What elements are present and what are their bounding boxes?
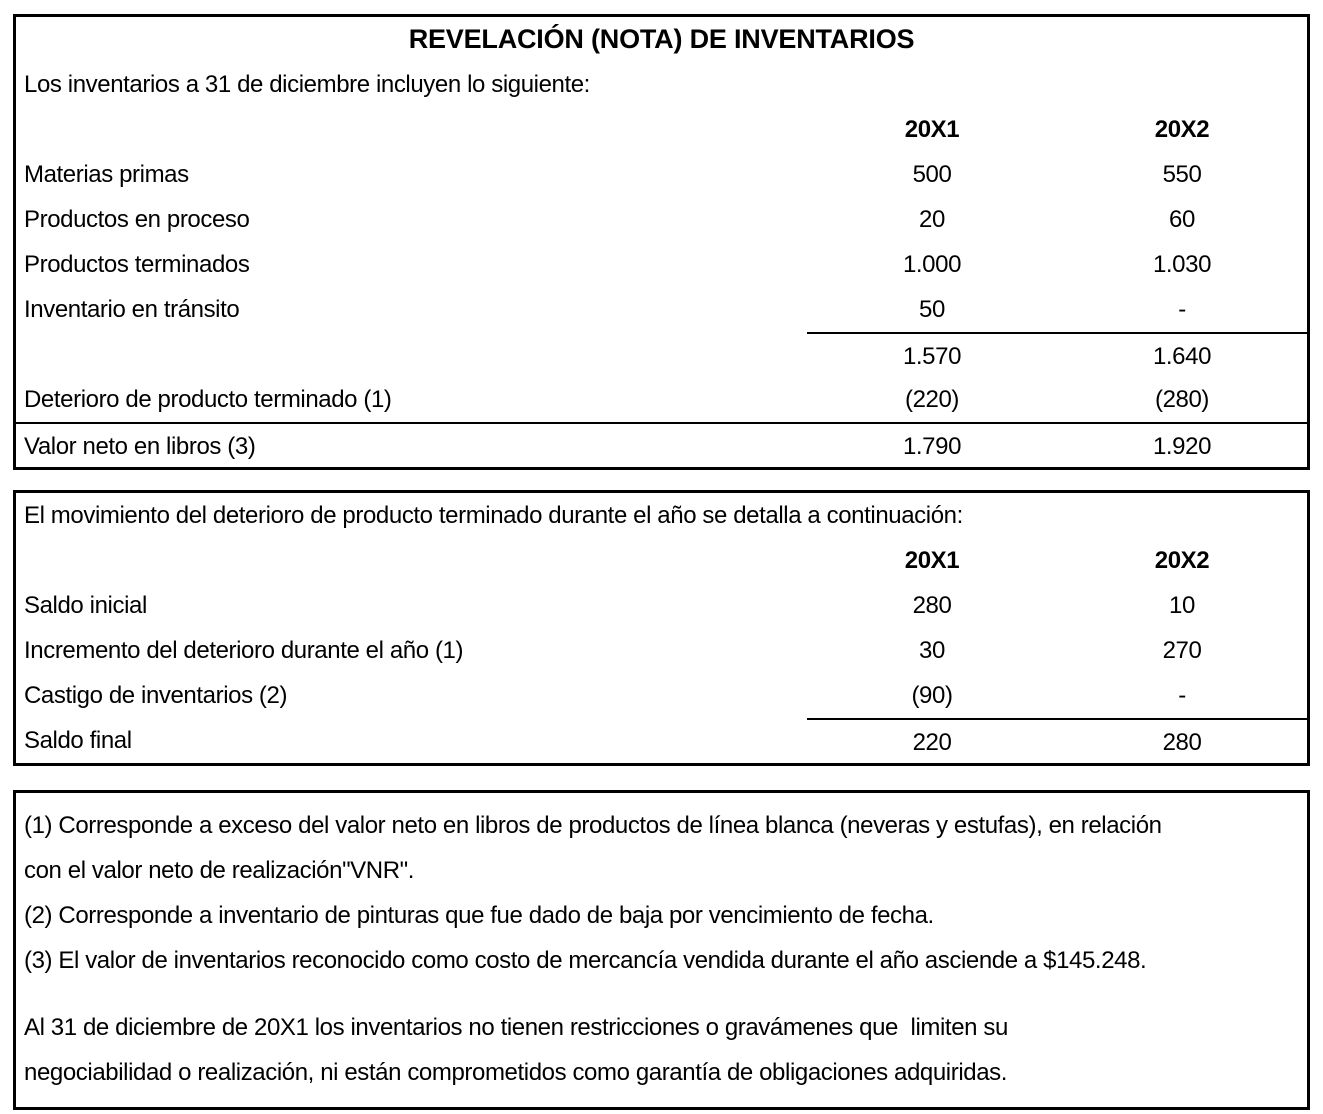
cell-value: 270 (1162, 637, 1202, 664)
row-label (16, 332, 807, 377)
footnote-3: (3) El valor de inventarios reconocido c… (24, 947, 1147, 974)
cell-value: 1.000 (902, 251, 962, 278)
table-row: Castigo de inventarios (2) (90) - (16, 673, 1307, 718)
cell-value: (90) (911, 682, 953, 709)
row-label: Saldo final (24, 727, 132, 754)
column-header-row: 20X1 20X2 (16, 538, 1307, 583)
cell-value: 50 (919, 296, 945, 323)
subtotal-row: 1.570 1.640 (16, 332, 1307, 377)
row-label: Deterioro de producto terminado (1) (24, 386, 392, 413)
impairment-movement-table: El movimiento del deterioro de producto … (13, 490, 1310, 766)
inventory-note-table: REVELACIÓN (NOTA) DE INVENTARIOS Los inv… (13, 14, 1310, 470)
total-value: 220 (807, 718, 1057, 763)
impairment-row: Deterioro de producto terminado (1) (220… (16, 377, 1307, 422)
column-header-row: 20X1 20X2 (16, 107, 1307, 152)
cell-value: 20 (919, 206, 945, 233)
cell-value: 550 (1162, 161, 1202, 188)
empty-header-cell (16, 107, 807, 152)
row-label: Inventario en tránsito (24, 296, 240, 323)
cell-value: 500 (912, 161, 952, 188)
cell-value: 1.030 (1152, 251, 1212, 278)
total-row: Valor neto en libros (3) 1.790 1.920 (16, 422, 1307, 467)
footnote-1: (1) Corresponde a exceso del valor neto … (24, 803, 1297, 893)
table-row: Productos en proceso 20 60 (16, 197, 1307, 242)
row-label: Incremento del deterioro durante el año … (24, 637, 464, 664)
table-row: Productos terminados 1.000 1.030 (16, 242, 1307, 287)
subtotal-value: 1.640 (1057, 332, 1307, 377)
empty-header-cell (16, 538, 807, 583)
year-header-20x1: 20X1 (904, 547, 960, 574)
cell-value: (220) (904, 386, 960, 413)
cell-value: - (1178, 296, 1186, 323)
table-row: Saldo inicial 280 10 (16, 583, 1307, 628)
closing-line-2: negociabilidad o realización, ni están c… (24, 1059, 1008, 1086)
subtotal-value: 1.570 (807, 332, 1057, 377)
year-header-20x2: 20X2 (1154, 547, 1210, 574)
total-value: 280 (1057, 718, 1307, 763)
year-header-20x1: 20X1 (904, 116, 960, 143)
cell-value: 60 (1169, 206, 1195, 233)
footnotes-section: (1) Corresponde a exceso del valor neto … (13, 790, 1310, 1110)
cell-value: 280 (912, 592, 952, 619)
table-row: Incremento del deterioro durante el año … (16, 628, 1307, 673)
footnote-2: (2) Corresponde a inventario de pinturas… (24, 902, 934, 929)
cell-value: (280) (1154, 386, 1210, 413)
row-label: Saldo inicial (24, 592, 147, 619)
cell-value: - (1178, 682, 1186, 709)
row-label: Valor neto en libros (3) (24, 433, 256, 460)
inventory-intro-text: Los inventarios a 31 de diciembre incluy… (24, 71, 590, 98)
movement-intro-text: El movimiento del deterioro de producto … (24, 502, 963, 529)
row-label: Productos terminados (24, 251, 250, 278)
cell-value: 30 (919, 637, 945, 664)
footnote-1-line-1: (1) Corresponde a exceso del valor neto … (24, 812, 1162, 839)
closing-line-1: Al 31 de diciembre de 20X1 los inventari… (24, 1014, 1008, 1041)
row-label: Materias primas (24, 161, 189, 188)
row-label: Castigo de inventarios (2) (24, 682, 288, 709)
page-title: REVELACIÓN (NOTA) DE INVENTARIOS (408, 24, 915, 54)
cell-value: 10 (1169, 592, 1195, 619)
closing-paragraph: Al 31 de diciembre de 20X1 los inventari… (24, 1005, 1297, 1095)
table-row: Inventario en tránsito 50 - (16, 287, 1307, 332)
row-label: Productos en proceso (24, 206, 250, 233)
table-row: Materias primas 500 550 (16, 152, 1307, 197)
total-row: Saldo final 220 280 (16, 718, 1307, 763)
year-header-20x2: 20X2 (1154, 116, 1210, 143)
total-value: 1.790 (902, 433, 962, 460)
footnote-1-line-2: con el valor neto de realización"VNR". (24, 857, 415, 884)
total-value: 1.920 (1152, 433, 1212, 460)
